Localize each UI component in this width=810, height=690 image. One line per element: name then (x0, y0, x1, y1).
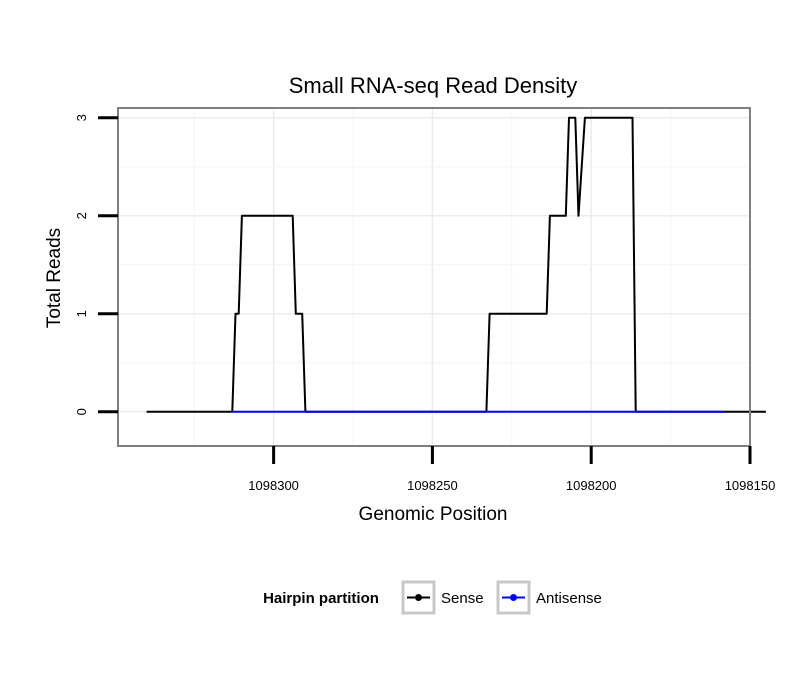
x-axis-label: Genomic Position (359, 504, 508, 525)
series-lines (146, 116, 766, 413)
legend-title: Hairpin partition (263, 590, 379, 607)
legend: Hairpin partition Sense Antisense (263, 580, 602, 615)
legend-label-sense: Sense (441, 590, 484, 607)
y-tick-label-1: 1 (74, 310, 89, 317)
legend-item-sense: Sense (401, 580, 484, 615)
x-tick-label-2: 1098200 (566, 478, 617, 493)
x-tick-label-0: 1098300 (248, 478, 299, 493)
x-axis: 1098300 1098250 1098200 1098150 (248, 446, 775, 493)
x-tick-label-1: 1098250 (407, 478, 458, 493)
plot-area (117, 107, 766, 447)
plot-border (117, 107, 751, 447)
y-tick-label-2: 2 (74, 212, 89, 219)
plot-background (118, 108, 750, 446)
legend-label-antisense: Antisense (536, 590, 602, 607)
legend-point-sense (415, 594, 422, 601)
y-tick-label-0: 0 (74, 408, 89, 415)
y-tick-label-3: 3 (74, 114, 89, 121)
chart-title: Small RNA-seq Read Density (289, 73, 578, 98)
legend-point-antisense (510, 594, 517, 601)
y-axis: 0 1 2 3 (74, 114, 118, 415)
legend-item-antisense: Antisense (496, 580, 602, 615)
y-axis-label: Total Reads (44, 228, 65, 328)
x-tick-label-3: 1098150 (725, 478, 776, 493)
